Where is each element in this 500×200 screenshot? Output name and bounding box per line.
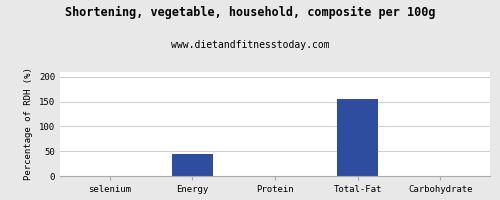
Y-axis label: Percentage of RDH (%): Percentage of RDH (%) — [24, 68, 34, 180]
Bar — [337, 99, 378, 176]
Bar — [172, 154, 213, 176]
Text: www.dietandfitnesstoday.com: www.dietandfitnesstoday.com — [170, 40, 330, 50]
Text: Shortening, vegetable, household, composite per 100g: Shortening, vegetable, household, compos… — [65, 6, 435, 19]
